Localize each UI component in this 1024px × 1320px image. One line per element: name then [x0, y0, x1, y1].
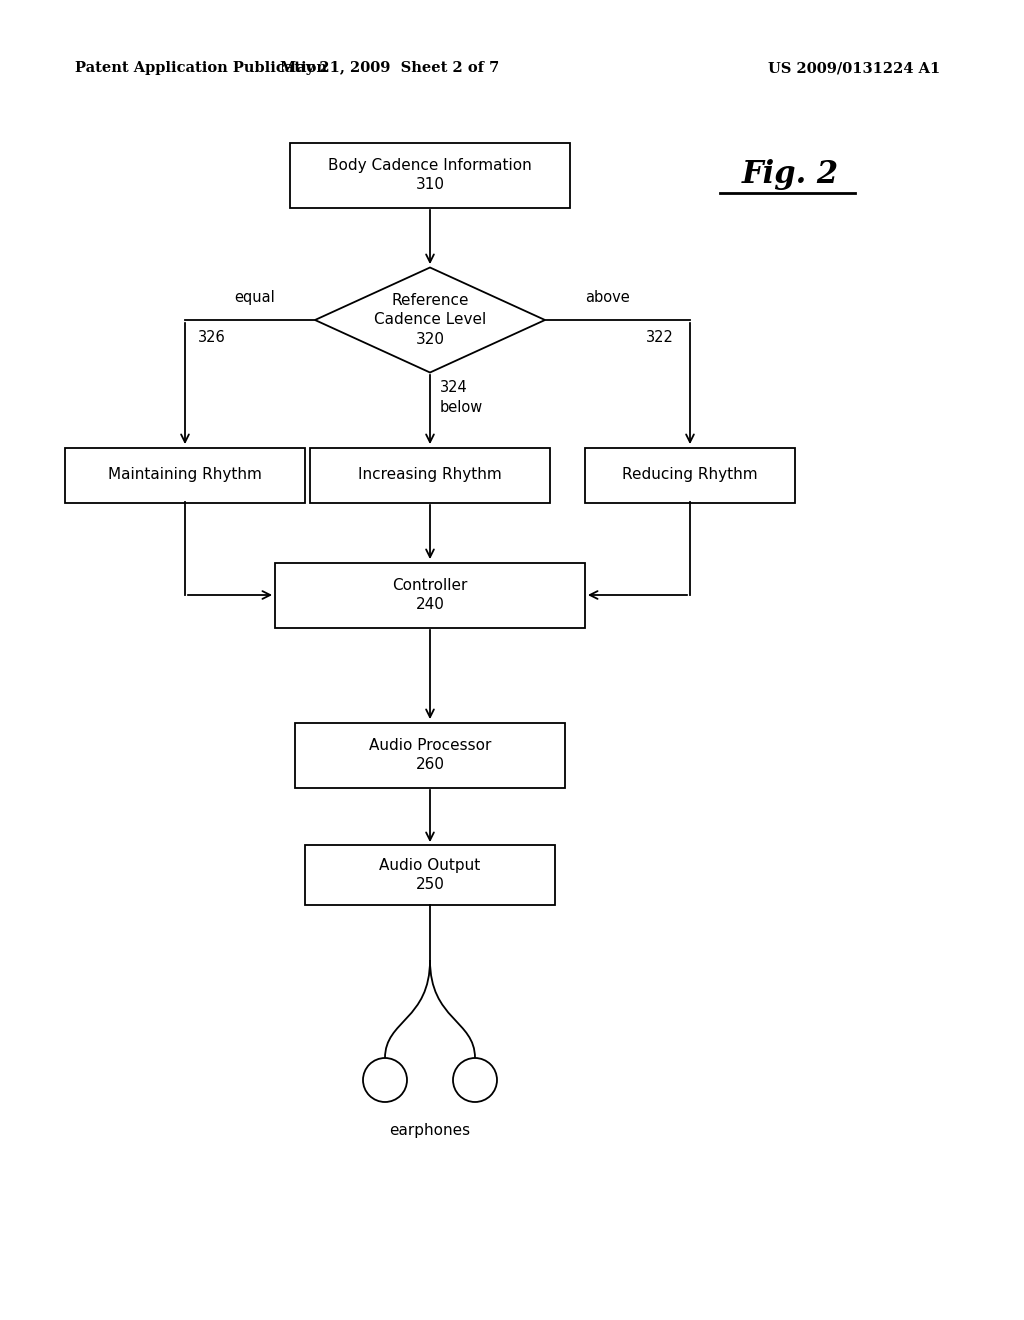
Text: earphones: earphones — [389, 1122, 471, 1138]
Text: below: below — [440, 400, 483, 416]
Text: 324: 324 — [440, 380, 468, 396]
Bar — [295, 722, 565, 788]
Text: Maintaining Rhythm: Maintaining Rhythm — [109, 467, 262, 483]
Text: 322: 322 — [646, 330, 674, 345]
Text: Controller
240: Controller 240 — [392, 578, 468, 612]
Polygon shape — [315, 268, 545, 372]
Bar — [65, 447, 305, 503]
Text: Audio Output
250: Audio Output 250 — [379, 858, 480, 892]
Text: equal: equal — [234, 290, 275, 305]
Text: Fig. 2: Fig. 2 — [741, 160, 839, 190]
Text: Audio Processor
260: Audio Processor 260 — [369, 738, 492, 772]
Text: Reducing Rhythm: Reducing Rhythm — [623, 467, 758, 483]
Bar — [310, 447, 550, 503]
Text: May 21, 2009  Sheet 2 of 7: May 21, 2009 Sheet 2 of 7 — [281, 61, 500, 75]
Text: US 2009/0131224 A1: US 2009/0131224 A1 — [768, 61, 940, 75]
Text: above: above — [586, 290, 631, 305]
Bar — [290, 143, 570, 207]
Text: 326: 326 — [198, 330, 226, 345]
Text: Body Cadence Information
310: Body Cadence Information 310 — [328, 157, 531, 193]
Bar — [585, 447, 795, 503]
Circle shape — [453, 1059, 497, 1102]
Circle shape — [362, 1059, 407, 1102]
Bar — [275, 562, 585, 627]
Text: Reference
Cadence Level
320: Reference Cadence Level 320 — [374, 293, 486, 347]
Text: Patent Application Publication: Patent Application Publication — [75, 61, 327, 75]
Text: Increasing Rhythm: Increasing Rhythm — [358, 467, 502, 483]
Bar — [305, 845, 555, 906]
